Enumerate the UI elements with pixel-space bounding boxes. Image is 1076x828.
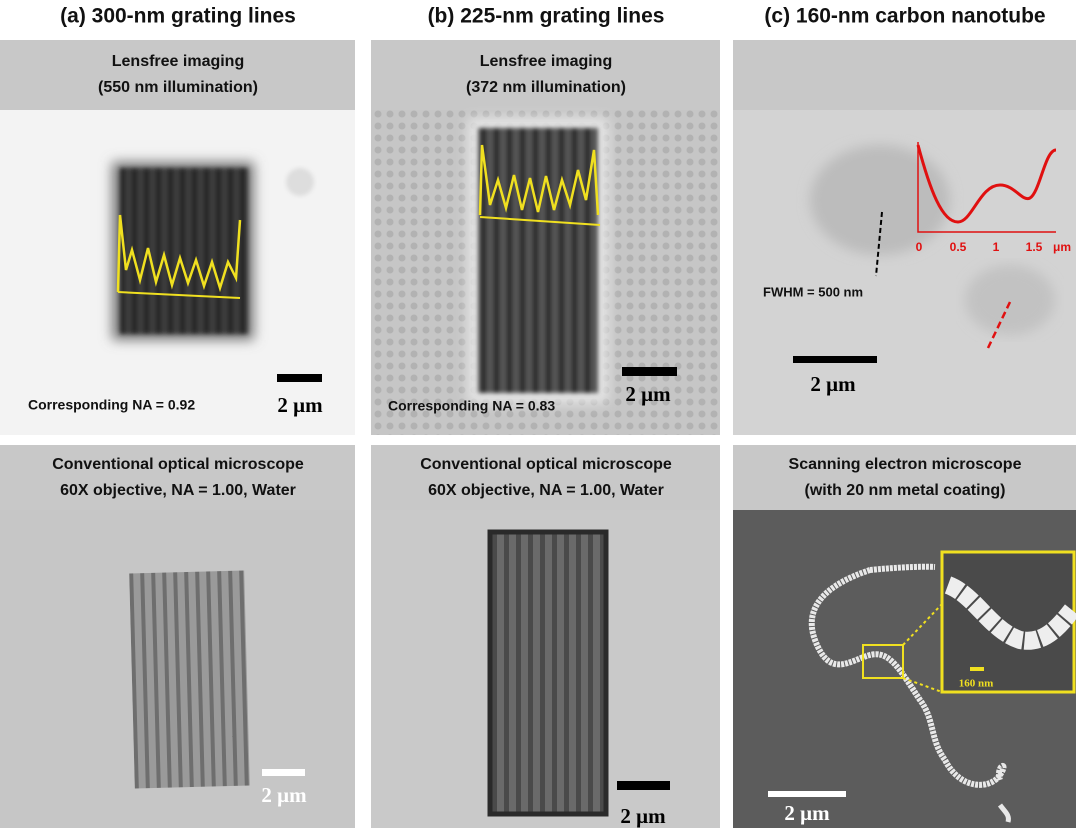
plot-tick-label: 1: [993, 240, 1000, 254]
grating: [478, 128, 598, 393]
panel: 0 0.5 1 1.5 μm FWHM = 500 nm 2 μm: [733, 40, 1076, 435]
scale-label: 2 μm: [261, 783, 307, 807]
column-title: (b) 225-nm grating lines: [428, 5, 665, 28]
header-line: Conventional optical microscope: [420, 456, 672, 473]
header-line: (372 nm illumination): [466, 79, 626, 96]
header-line: Lensfree imaging: [112, 53, 244, 70]
scale-bar: [768, 791, 846, 797]
plot-unit: μm: [1053, 240, 1071, 254]
grating: [490, 532, 606, 814]
scale-label: 2 μm: [620, 804, 666, 828]
scale-label: 2 μm: [625, 382, 671, 406]
panel: Lensfree imaging (372 nm illumination) C…: [371, 40, 720, 435]
panel-header: [371, 445, 720, 510]
na-label: Corresponding NA = 0.83: [388, 398, 555, 414]
header-line: (550 nm illumination): [98, 79, 258, 96]
header-line: (with 20 nm metal coating): [805, 482, 1006, 499]
scale-label: 2 μm: [784, 801, 830, 825]
panel-header: [0, 445, 355, 510]
scale-bar: [262, 769, 305, 776]
fwhm-label: FWHM = 500 nm: [763, 284, 863, 299]
scale-label: 2 μm: [277, 393, 323, 417]
grating: [129, 571, 250, 789]
panel: 160 nm Scanning electron microscope (wit…: [733, 445, 1076, 828]
inset-scale-label: 160 nm: [959, 678, 994, 690]
speck: [286, 168, 314, 196]
panel-header: [371, 40, 720, 110]
plot-tick-label: 0.5: [950, 240, 967, 254]
panel: Lensfree imaging (550 nm illumination) C…: [0, 40, 355, 435]
plot-tick-label: 0: [916, 240, 923, 254]
panel-header: [733, 445, 1076, 510]
scale-label: 2 μm: [810, 372, 856, 396]
panel-header: [733, 40, 1076, 110]
panel: Conventional optical microscope 60X obje…: [371, 445, 720, 828]
header-line: Scanning electron microscope: [789, 456, 1022, 473]
header-line: Conventional optical microscope: [52, 456, 304, 473]
panel: Conventional optical microscope 60X obje…: [0, 445, 355, 828]
column-title: (c) 160-nm carbon nanotube: [764, 5, 1045, 28]
column-title: (a) 300-nm grating lines: [60, 5, 296, 28]
scale-bar: [277, 374, 322, 382]
inset-scale-bar: [970, 667, 984, 671]
header-line: 60X objective, NA = 1.00, Water: [428, 482, 664, 499]
header-line: Lensfree imaging: [480, 53, 612, 70]
header-line: 60X objective, NA = 1.00, Water: [60, 482, 296, 499]
blob: [965, 265, 1055, 335]
scale-bar: [793, 356, 877, 363]
scale-bar: [617, 781, 670, 790]
na-label: Corresponding NA = 0.92: [28, 397, 195, 413]
panel-header: [0, 40, 355, 110]
grating: [120, 168, 248, 334]
figure: (a) 300-nm grating lines (b) 225-nm grat…: [0, 0, 1076, 828]
plot-tick-label: 1.5: [1026, 240, 1043, 254]
scale-bar: [622, 367, 677, 376]
